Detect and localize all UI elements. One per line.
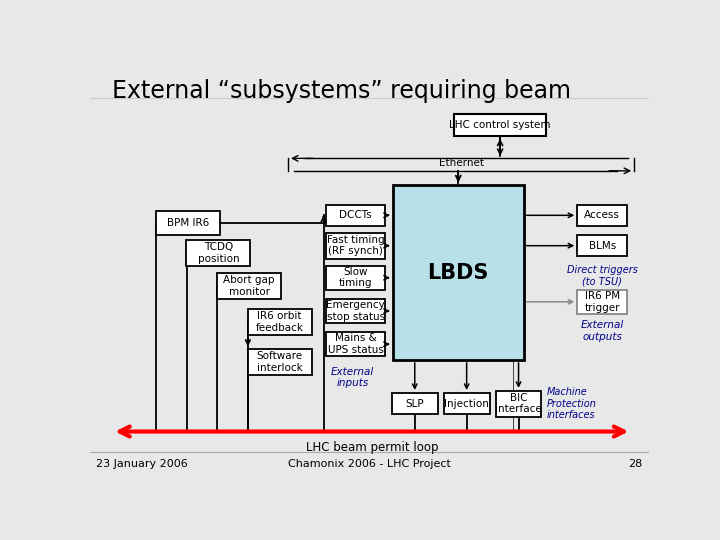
- FancyBboxPatch shape: [392, 185, 524, 360]
- Text: BLMs: BLMs: [589, 241, 616, 251]
- Text: TCDQ
position: TCDQ position: [197, 242, 239, 264]
- Text: BPM IR6: BPM IR6: [166, 218, 209, 228]
- FancyBboxPatch shape: [454, 114, 546, 136]
- Text: SLP: SLP: [405, 399, 424, 409]
- Text: LHC beam permit loop: LHC beam permit loop: [305, 441, 438, 454]
- Text: External “subsystems” requiring beam: External “subsystems” requiring beam: [112, 79, 572, 103]
- FancyBboxPatch shape: [495, 391, 541, 416]
- FancyBboxPatch shape: [392, 393, 438, 415]
- Text: IR6 PM
trigger: IR6 PM trigger: [585, 291, 620, 313]
- Text: Machine
Protection
interfaces: Machine Protection interfaces: [547, 387, 597, 420]
- Text: Emergency
stop status: Emergency stop status: [326, 300, 385, 322]
- FancyBboxPatch shape: [186, 240, 251, 266]
- FancyBboxPatch shape: [577, 235, 627, 256]
- Text: DCCTs: DCCTs: [339, 210, 372, 220]
- Text: Injection: Injection: [444, 399, 489, 409]
- Text: Direct triggers
(to TSU): Direct triggers (to TSU): [567, 265, 638, 286]
- Text: External
outputs: External outputs: [580, 320, 624, 342]
- Text: External
inputs: External inputs: [331, 367, 374, 388]
- Text: 23 January 2006: 23 January 2006: [96, 459, 187, 469]
- Text: IR6 orbit
feedback: IR6 orbit feedback: [256, 311, 304, 333]
- FancyBboxPatch shape: [577, 205, 627, 226]
- FancyBboxPatch shape: [248, 349, 312, 375]
- Text: LBDS: LBDS: [428, 262, 489, 283]
- Text: 28: 28: [628, 459, 642, 469]
- Text: Ethernet: Ethernet: [438, 158, 484, 168]
- FancyBboxPatch shape: [326, 266, 385, 290]
- Text: Chamonix 2006 - LHC Project: Chamonix 2006 - LHC Project: [287, 459, 451, 469]
- Text: Mains &
UPS status: Mains & UPS status: [328, 333, 384, 355]
- FancyBboxPatch shape: [248, 309, 312, 335]
- Text: Abort gap
monitor: Abort gap monitor: [223, 275, 275, 297]
- FancyBboxPatch shape: [326, 299, 385, 323]
- FancyBboxPatch shape: [444, 393, 490, 415]
- FancyBboxPatch shape: [156, 211, 220, 235]
- Text: Slow
timing: Slow timing: [339, 267, 372, 288]
- FancyBboxPatch shape: [326, 233, 385, 259]
- Text: Software
interlock: Software interlock: [256, 352, 303, 373]
- Text: Fast timing
(RF synch): Fast timing (RF synch): [327, 235, 384, 256]
- FancyBboxPatch shape: [217, 273, 281, 299]
- Text: BIC
interface: BIC interface: [495, 393, 542, 415]
- FancyBboxPatch shape: [577, 290, 627, 314]
- Text: LHC control system: LHC control system: [449, 120, 551, 130]
- Text: Access: Access: [585, 210, 620, 220]
- FancyBboxPatch shape: [326, 332, 385, 356]
- FancyBboxPatch shape: [326, 205, 385, 226]
